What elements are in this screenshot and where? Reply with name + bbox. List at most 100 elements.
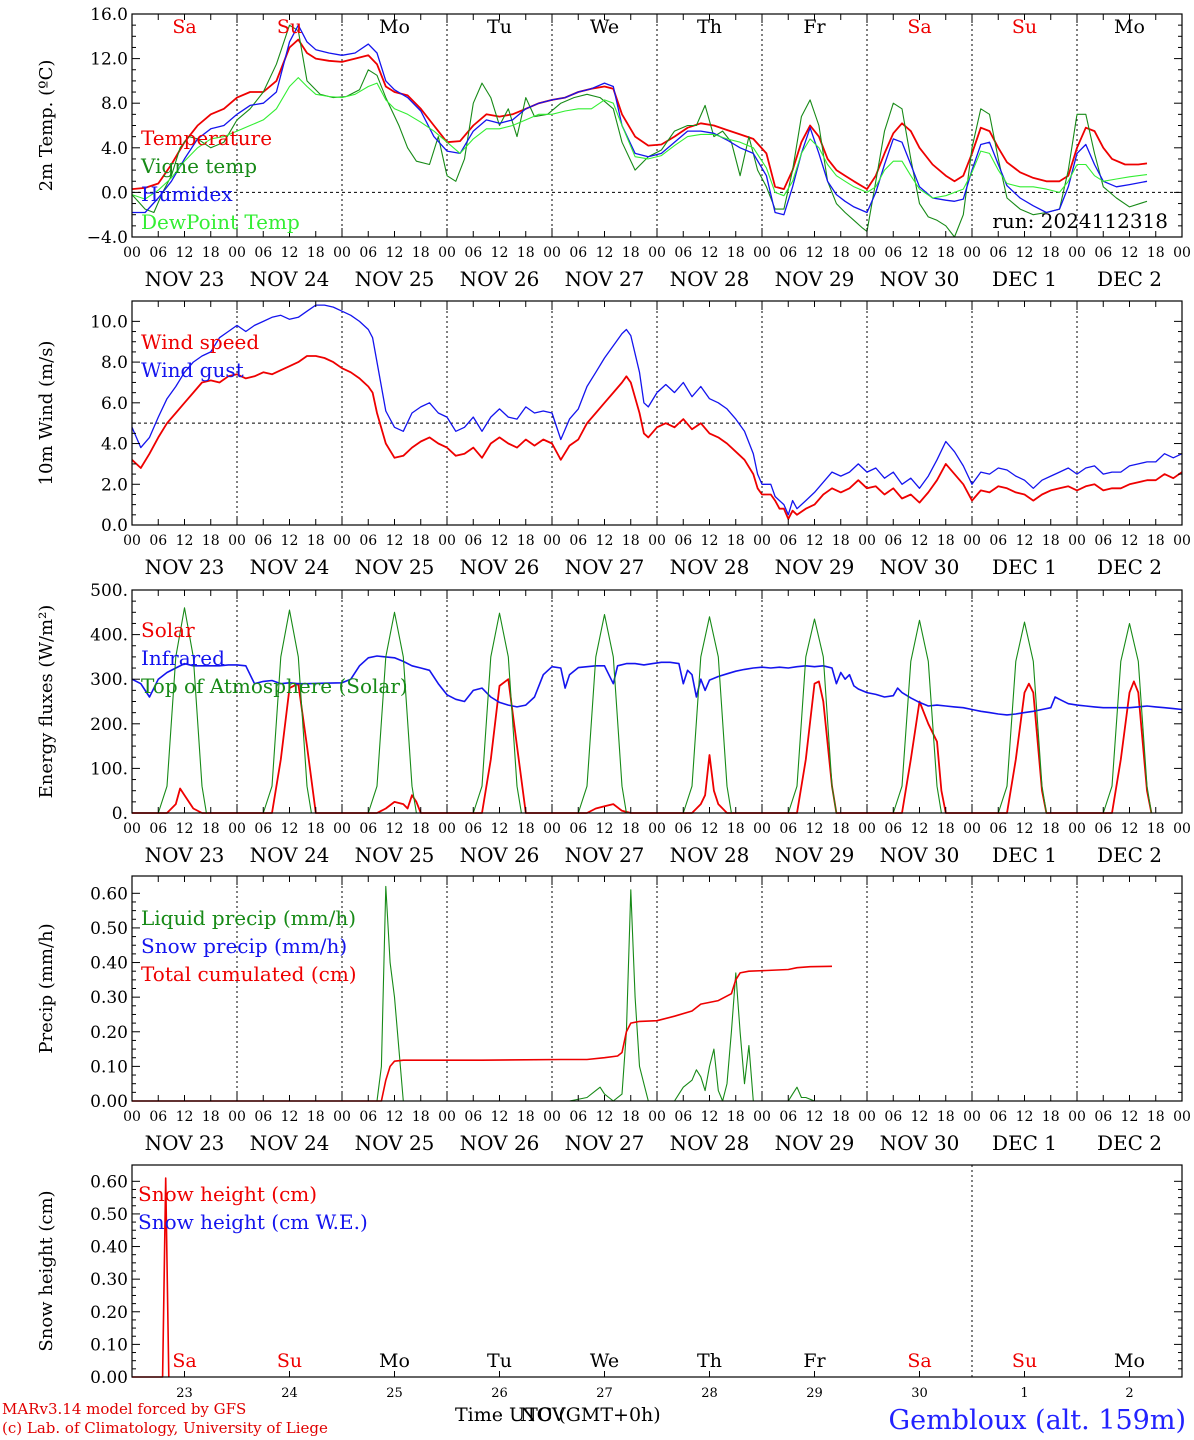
hour-tick-label: 18 xyxy=(727,821,745,837)
hour-tick-label: 06 xyxy=(989,821,1007,837)
hour-tick-label: 00 xyxy=(963,1109,981,1125)
hour-tick-label: 12 xyxy=(1121,245,1139,261)
weekday-label: Sa xyxy=(172,16,196,38)
y-tick-label: 10.0 xyxy=(90,312,128,332)
hour-tick-label: 18 xyxy=(937,533,955,549)
hour-tick-label: 18 xyxy=(832,1109,850,1125)
hour-tick-label: 00 xyxy=(123,245,141,261)
day-number-label: 2 xyxy=(1125,1386,1133,1401)
hour-tick-label: 00 xyxy=(858,821,876,837)
weekday-label: Mo xyxy=(1114,16,1145,38)
hour-tick-label: 18 xyxy=(937,1109,955,1125)
date-label: NOV 25 xyxy=(355,267,435,291)
legend-entry: Infrared xyxy=(141,646,225,670)
legend-entry: Wind gust xyxy=(141,358,244,382)
weekday-label: Su xyxy=(277,1350,302,1372)
date-label: NOV 29 xyxy=(775,1131,855,1155)
run-label: run: 2024112318 xyxy=(992,209,1168,233)
hour-tick-label: 12 xyxy=(176,533,194,549)
hour-tick-label: 18 xyxy=(622,821,640,837)
hour-tick-label: 06 xyxy=(674,821,692,837)
hour-tick-label: 06 xyxy=(569,821,587,837)
y-tick-label: 8.0 xyxy=(101,353,128,373)
hour-tick-label: 00 xyxy=(438,1109,456,1125)
legend-entry: Total cumulated (cm) xyxy=(141,962,357,986)
hour-tick-label: 00 xyxy=(753,821,771,837)
hour-tick-label: 06 xyxy=(989,245,1007,261)
hour-tick-label: 12 xyxy=(386,245,404,261)
hour-tick-label: 00 xyxy=(858,245,876,261)
y-tick-label: 300. xyxy=(90,670,128,690)
hour-tick-label: 12 xyxy=(1121,533,1139,549)
date-label: NOV 23 xyxy=(145,1131,225,1155)
hour-tick-label: 06 xyxy=(779,245,797,261)
hour-tick-label: 12 xyxy=(806,533,824,549)
hour-tick-label: 06 xyxy=(884,533,902,549)
legend-entry: Liquid precip (mm/h) xyxy=(141,906,356,930)
y-tick-label: 500. xyxy=(90,581,128,601)
hour-tick-label: 18 xyxy=(727,245,745,261)
hour-tick-label: 06 xyxy=(359,245,377,261)
hour-tick-label: 12 xyxy=(596,821,614,837)
hour-tick-label: 18 xyxy=(412,821,430,837)
hour-tick-label: 06 xyxy=(464,245,482,261)
series-solar xyxy=(132,678,1153,814)
hour-tick-label: 06 xyxy=(569,245,587,261)
hour-tick-label: 12 xyxy=(1016,533,1034,549)
day-number-label: 26 xyxy=(491,1386,508,1401)
hour-tick-label: 18 xyxy=(832,821,850,837)
series-top-of-atmosphere-solar xyxy=(132,607,1152,814)
date-label: DEC 1 xyxy=(992,843,1057,867)
hour-tick-label: 12 xyxy=(1016,245,1034,261)
date-label: NOV 24 xyxy=(250,267,330,291)
date-label: NOV 28 xyxy=(670,555,750,579)
date-label: NOV 26 xyxy=(460,267,540,291)
time-axis-label: Time UTC (GMT+0h) xyxy=(455,1404,661,1426)
panel-5: 0.00 0.10 0.20 0.30 0.40 0.50 0.60 Snow height … xyxy=(36,1164,1183,1401)
y-axis-label: 10m Wind (m/s) xyxy=(36,341,57,486)
series-temperature xyxy=(131,38,1148,191)
legend-entry: Solar xyxy=(141,618,195,642)
hour-tick-label: 18 xyxy=(202,245,220,261)
weekday-label: Sa xyxy=(907,16,931,38)
y-tick-label: 6.0 xyxy=(101,394,128,414)
hour-tick-label: 06 xyxy=(884,821,902,837)
hour-tick-label: 00 xyxy=(228,245,246,261)
hour-tick-label: 00 xyxy=(753,533,771,549)
hour-tick-label: 12 xyxy=(911,821,929,837)
hour-tick-label: 06 xyxy=(779,533,797,549)
hour-tick-label: 18 xyxy=(1147,533,1165,549)
legend-entry: Temperature xyxy=(141,126,272,150)
weekday-label: Su xyxy=(1012,1350,1037,1372)
weekday-label: Tu xyxy=(487,16,512,38)
hour-tick-label: 00 xyxy=(543,1109,561,1125)
hour-tick-label: 00 xyxy=(543,821,561,837)
date-label: DEC 2 xyxy=(1097,1131,1162,1155)
y-tick-label: 0.20 xyxy=(90,1023,128,1043)
y-tick-label: 0.50 xyxy=(90,919,128,939)
y-tick-label: 200. xyxy=(90,715,128,735)
date-label: NOV 24 xyxy=(250,843,330,867)
hour-tick-label: 00 xyxy=(543,245,561,261)
hour-tick-label: 18 xyxy=(727,1109,745,1125)
legend-entry: DewPoint Temp xyxy=(141,210,300,234)
date-label: NOV 25 xyxy=(355,1131,435,1155)
hour-tick-label: 06 xyxy=(674,245,692,261)
hour-tick-label: 18 xyxy=(832,533,850,549)
hour-tick-label: 06 xyxy=(464,821,482,837)
hour-tick-label: 18 xyxy=(1042,245,1060,261)
hour-tick-label: 18 xyxy=(517,245,535,261)
hour-tick-label: 00 xyxy=(648,533,666,549)
hour-tick-label: 12 xyxy=(281,245,299,261)
hour-tick-label: 00 xyxy=(333,533,351,549)
hour-tick-label: 00 xyxy=(1173,1109,1191,1125)
series-total-cumulated-cm xyxy=(132,965,833,1102)
date-label: NOV 23 xyxy=(145,555,225,579)
panel-1: −4.0 0.0 4.0 8.0 12.0 16.0 2m Temp. (ºC) 00 06 12… xyxy=(36,5,1191,291)
hour-tick-label: 12 xyxy=(701,533,719,549)
hour-tick-label: 12 xyxy=(701,245,719,261)
weekday-label: Sa xyxy=(907,1350,931,1372)
date-label: NOV 27 xyxy=(565,1131,645,1155)
hour-tick-label: 18 xyxy=(307,821,325,837)
